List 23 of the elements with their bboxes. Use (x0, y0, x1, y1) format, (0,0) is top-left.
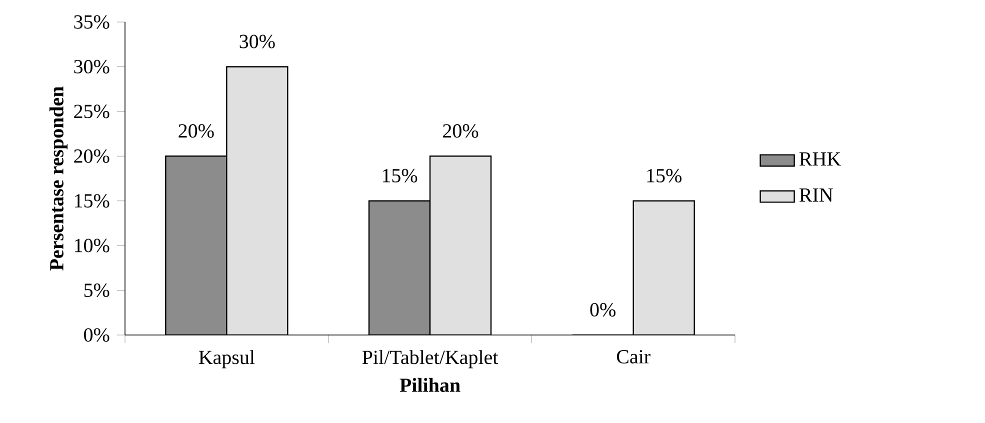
y-axis-title: Persentase responden (49, 86, 68, 270)
y-tick-label: 30% (74, 60, 110, 74)
data-label: 0% (590, 303, 616, 317)
y-tick-label: 5% (84, 283, 110, 298)
data-label: 15% (647, 168, 682, 182)
y-tick-label: 0% (84, 328, 110, 342)
legend-label: RHK (799, 152, 841, 166)
data-label: 15% (382, 168, 418, 182)
bar (165, 156, 228, 335)
y-tick-label: 35% (74, 15, 110, 29)
y-tick-label: 25% (74, 104, 110, 118)
bar (368, 200, 431, 335)
x-tick-label: Cair (616, 350, 650, 364)
data-label: 30% (240, 34, 275, 48)
x-tick-label: Pil/Tablet/Kaplet (362, 350, 498, 368)
data-label: 20% (443, 124, 478, 138)
y-tick-label: 15% (75, 194, 110, 208)
x-tick-label: Kapsul (198, 350, 255, 368)
legend-label: RIN (799, 188, 833, 202)
data-label: 20% (178, 124, 214, 138)
x-axis-title: Pilihan (400, 378, 460, 392)
y-tick-label: 20% (74, 149, 110, 163)
y-tick-label: 10% (75, 238, 110, 252)
